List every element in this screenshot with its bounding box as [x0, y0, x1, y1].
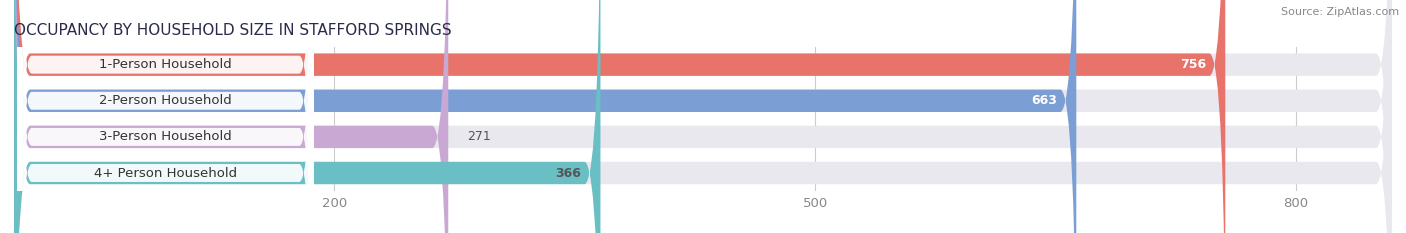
- Text: 3-Person Household: 3-Person Household: [98, 130, 232, 143]
- FancyBboxPatch shape: [14, 0, 1392, 233]
- Text: Source: ZipAtlas.com: Source: ZipAtlas.com: [1281, 7, 1399, 17]
- Text: 756: 756: [1180, 58, 1206, 71]
- Text: 2-Person Household: 2-Person Household: [98, 94, 232, 107]
- FancyBboxPatch shape: [17, 0, 314, 233]
- FancyBboxPatch shape: [14, 0, 1392, 233]
- Text: 271: 271: [467, 130, 491, 143]
- FancyBboxPatch shape: [14, 0, 1077, 233]
- FancyBboxPatch shape: [17, 0, 314, 233]
- FancyBboxPatch shape: [14, 0, 1392, 233]
- Text: 366: 366: [555, 167, 581, 179]
- FancyBboxPatch shape: [17, 0, 314, 233]
- Text: 1-Person Household: 1-Person Household: [98, 58, 232, 71]
- FancyBboxPatch shape: [14, 0, 449, 233]
- Text: OCCUPANCY BY HOUSEHOLD SIZE IN STAFFORD SPRINGS: OCCUPANCY BY HOUSEHOLD SIZE IN STAFFORD …: [14, 24, 451, 38]
- FancyBboxPatch shape: [17, 0, 314, 233]
- FancyBboxPatch shape: [14, 0, 1225, 233]
- Text: 4+ Person Household: 4+ Person Household: [94, 167, 238, 179]
- FancyBboxPatch shape: [14, 0, 1392, 233]
- FancyBboxPatch shape: [14, 0, 600, 233]
- Text: 663: 663: [1031, 94, 1057, 107]
